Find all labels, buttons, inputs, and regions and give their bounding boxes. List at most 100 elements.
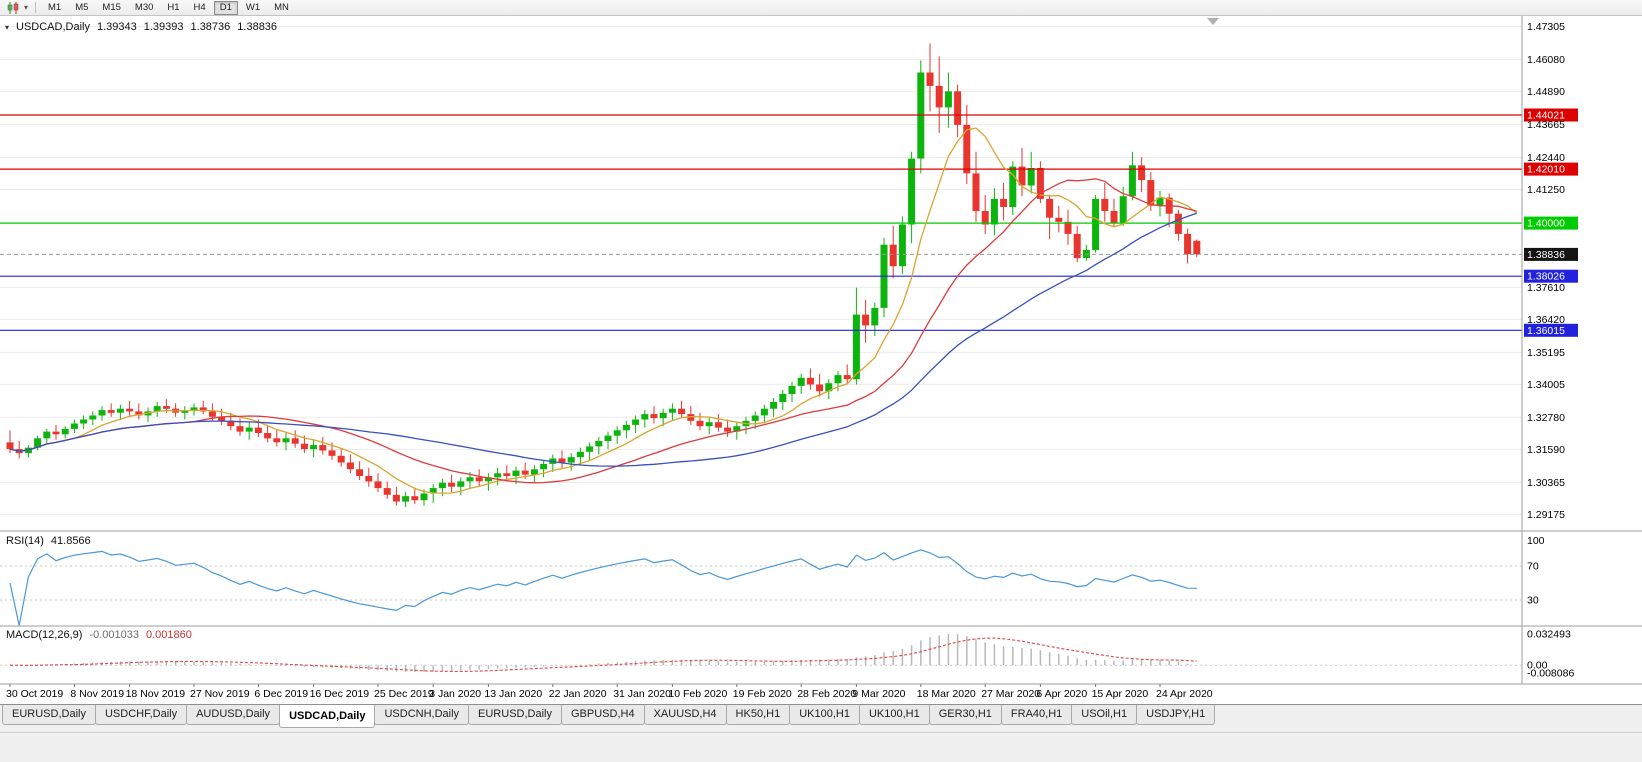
svg-text:30: 30	[1527, 595, 1539, 607]
svg-text:16 Dec 2019: 16 Dec 2019	[310, 688, 370, 700]
chart-ohlc-title: ▾ USDCAD,Daily 1.39343 1.39393 1.38736 1…	[5, 21, 277, 33]
svg-text:0.032493: 0.032493	[1527, 629, 1571, 641]
chart-tab-gbpusd-h4[interactable]: GBPUSD,H4	[561, 705, 645, 725]
svg-text:6 Apr 2020: 6 Apr 2020	[1036, 688, 1087, 700]
chart-tab-usdchf-daily[interactable]: USDCHF,Daily	[94, 705, 188, 725]
svg-text:1.38026: 1.38026	[1527, 271, 1565, 283]
svg-text:27 Mar 2020: 27 Mar 2020	[981, 688, 1040, 700]
chart-tab-fra40-h1[interactable]: FRA40,H1	[1000, 705, 1073, 725]
svg-text:24 Apr 2020: 24 Apr 2020	[1156, 688, 1213, 700]
svg-text:100: 100	[1527, 535, 1545, 547]
svg-text:22 Jan 2020: 22 Jan 2020	[549, 688, 607, 700]
svg-text:1.35195: 1.35195	[1527, 347, 1565, 359]
chart-tab-ger30-h1[interactable]: GER30,H1	[928, 705, 1002, 725]
timeframe-button-m15[interactable]: M15	[96, 1, 126, 15]
rsi-value: 41.8566	[50, 535, 91, 547]
price-axis[interactable]: 1.47305 1.46080 1.44890 1.43665 1.42440 1.412…	[0, 16, 1642, 685]
one-click-trading-arrow-icon[interactable]: ▾	[5, 22, 10, 32]
macd-signal-value: 0.001860	[145, 629, 192, 641]
svg-text:1.38836: 1.38836	[1527, 249, 1565, 261]
svg-text:25 Dec 2019: 25 Dec 2019	[374, 688, 434, 700]
chart-type-dropdown-icon[interactable]: ▾	[24, 2, 29, 12]
chart-tab-usdcnh-daily[interactable]: USDCNH,Daily	[374, 705, 470, 725]
svg-text:1.46080: 1.46080	[1527, 54, 1565, 66]
svg-text:3 Jan 2020: 3 Jan 2020	[429, 688, 481, 700]
svg-text:8 Nov 2019: 8 Nov 2019	[70, 688, 124, 700]
chart-markers	[1207, 18, 1219, 25]
timeframe-button-d1[interactable]: D1	[213, 0, 238, 15]
svg-text:13 Jan 2020: 13 Jan 2020	[484, 688, 542, 700]
timeframe-buttons: M1 M5 M15 M30 H1 H4 D1 W1 MN	[41, 0, 296, 15]
chart-tab-uk100-h1[interactable]: UK100,H1	[858, 705, 930, 725]
timeframe-button-mn[interactable]: MN	[268, 1, 295, 15]
svg-text:1.44890: 1.44890	[1527, 86, 1565, 98]
svg-text:1.31590: 1.31590	[1527, 444, 1565, 456]
timeframe-button-w1[interactable]: W1	[240, 1, 266, 15]
timeframe-button-h1[interactable]: H1	[161, 1, 185, 15]
chart-tab-audusd-daily[interactable]: AUDUSD,Daily	[186, 705, 281, 725]
toolbar-separator	[35, 2, 37, 13]
svg-text:1.30365: 1.30365	[1527, 477, 1565, 489]
svg-text:28 Feb 2020: 28 Feb 2020	[797, 688, 856, 700]
chart-type-candlestick-icon[interactable]	[4, 1, 22, 15]
rsi-indicator: 100 70 30	[0, 535, 1545, 626]
candlesticks	[6, 43, 1201, 507]
rsi-indicator-label: RSI(14) 41.8566	[6, 535, 91, 547]
ohlc-open: 1.39343	[96, 21, 137, 33]
svg-text:1.47305: 1.47305	[1527, 21, 1565, 33]
chart-area[interactable]: 1.44021 1.42010 1.40000 1.38026 1.36015 1.388…	[0, 16, 1642, 704]
grid-lines	[0, 26, 1522, 515]
price-chart-canvas[interactable]: 1.44021 1.42010 1.40000 1.38026 1.36015 1.388…	[0, 16, 1642, 704]
macd-main-value: -0.001033	[89, 629, 139, 641]
chart-shift-marker-icon	[1207, 18, 1219, 25]
macd-indicator: 0.032493 0.00-0.008086	[0, 629, 1574, 680]
ohlc-low: 1.38736	[190, 21, 231, 33]
svg-text:-0.008086: -0.008086	[1527, 668, 1574, 680]
svg-text:1.29175: 1.29175	[1527, 509, 1565, 521]
svg-text:15 Apr 2020: 15 Apr 2020	[1092, 688, 1149, 700]
timeframe-button-m5[interactable]: M5	[69, 1, 94, 15]
svg-text:9 Mar 2020: 9 Mar 2020	[852, 688, 905, 700]
svg-text:1.37610: 1.37610	[1527, 282, 1565, 294]
svg-text:1.34005: 1.34005	[1527, 379, 1565, 391]
svg-text:1.36420: 1.36420	[1527, 314, 1565, 326]
svg-text:10 Feb 2020: 10 Feb 2020	[668, 688, 727, 700]
ohlc-close: 1.38836	[237, 21, 278, 33]
chart-tab-xauusd-h4[interactable]: XAUUSD,H4	[643, 705, 727, 725]
svg-text:1.42440: 1.42440	[1527, 152, 1565, 164]
chart-tabs-bar: EURUSD,Daily USDCHF,Daily AUDUSD,Daily USDC…	[0, 704, 1642, 732]
svg-text:1.41250: 1.41250	[1527, 184, 1565, 196]
ohlc-high: 1.39393	[143, 21, 184, 33]
chart-tab-eurusd-daily[interactable]: EURUSD,Daily	[468, 705, 562, 725]
svg-text:30 Oct 2019: 30 Oct 2019	[6, 688, 63, 700]
svg-text:18 Nov 2019: 18 Nov 2019	[126, 688, 186, 700]
rsi-name: RSI(14)	[6, 535, 44, 547]
svg-text:6 Dec 2019: 6 Dec 2019	[254, 688, 308, 700]
svg-text:70: 70	[1527, 561, 1539, 573]
chart-tab-hk50-h1[interactable]: HK50,H1	[725, 705, 791, 725]
macd-name: MACD(12,26,9)	[6, 629, 83, 641]
timeframe-button-h4[interactable]: H4	[188, 1, 212, 15]
macd-indicator-label: MACD(12,26,9) -0.001033 0.001860	[6, 629, 192, 641]
svg-text:1.43665: 1.43665	[1527, 119, 1565, 131]
svg-text:27 Nov 2019: 27 Nov 2019	[190, 688, 250, 700]
timeframe-button-m1[interactable]: M1	[42, 1, 67, 15]
chart-tab-uk100-h1[interactable]: UK100,H1	[789, 705, 860, 725]
chart-tab-usoil-h1[interactable]: USOil,H1	[1071, 705, 1138, 725]
svg-text:1.32780: 1.32780	[1527, 412, 1565, 424]
chart-tab-usdcad-daily[interactable]: USDCAD,Daily	[279, 705, 376, 728]
svg-text:1.36015: 1.36015	[1527, 325, 1565, 337]
timeframe-button-m30[interactable]: M30	[129, 1, 159, 15]
time-axis[interactable]: 30 Oct 2019 8 Nov 2019 18 Nov 2019 27 Nov 2…	[6, 684, 1213, 700]
svg-text:1.44021: 1.44021	[1527, 110, 1565, 122]
chart-symbol-label: USDCAD,Daily	[16, 21, 90, 33]
svg-text:19 Feb 2020: 19 Feb 2020	[733, 688, 792, 700]
svg-text:18 Mar 2020: 18 Mar 2020	[917, 688, 976, 700]
status-bar	[0, 732, 1642, 762]
chart-tab-usdjpy-h1[interactable]: USDJPY,H1	[1136, 705, 1216, 725]
svg-text:31 Jan 2020: 31 Jan 2020	[613, 688, 671, 700]
chart-tab-eurusd-daily[interactable]: EURUSD,Daily	[2, 705, 96, 725]
moving-averages	[9, 127, 1198, 494]
svg-text:0.00: 0.00	[1527, 660, 1548, 672]
horizontal-price-lines[interactable]: 1.44021 1.42010 1.40000 1.38026 1.36015 1.388…	[0, 108, 1578, 337]
